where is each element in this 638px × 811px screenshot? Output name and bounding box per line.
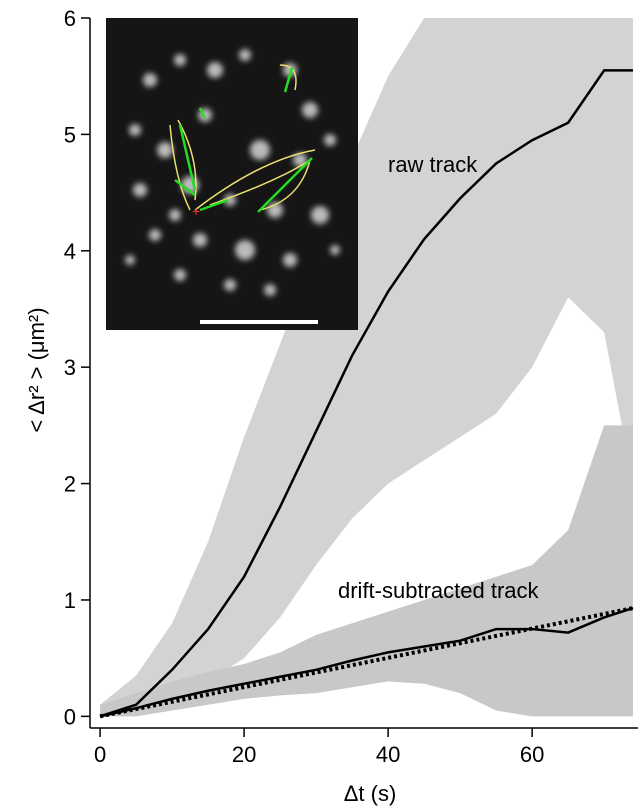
x-tick-label: 0 [94,742,106,767]
x-axis-label: Δt (s) [344,781,397,806]
y-tick-label: 5 [64,122,76,147]
series-annotation: raw track [388,152,478,177]
x-tick-label: 20 [232,742,256,767]
series-annotation: drift-subtracted track [338,578,540,603]
scale-bar [200,320,318,324]
inset-marker: + [192,203,200,219]
y-tick-label: 3 [64,355,76,380]
y-tick-label: 0 [64,704,76,729]
inset-image: + [106,18,358,330]
y-tick-label: 2 [64,472,76,497]
y-tick-label: 1 [64,588,76,613]
chart: raw trackdrift-subtracted track012345602… [0,0,638,811]
y-tick-label: 6 [64,6,76,31]
x-tick-label: 40 [376,742,400,767]
y-axis-label: < Δr² > (μm²) [24,307,49,432]
y-tick-label: 4 [64,239,76,264]
x-tick-label: 60 [520,742,544,767]
